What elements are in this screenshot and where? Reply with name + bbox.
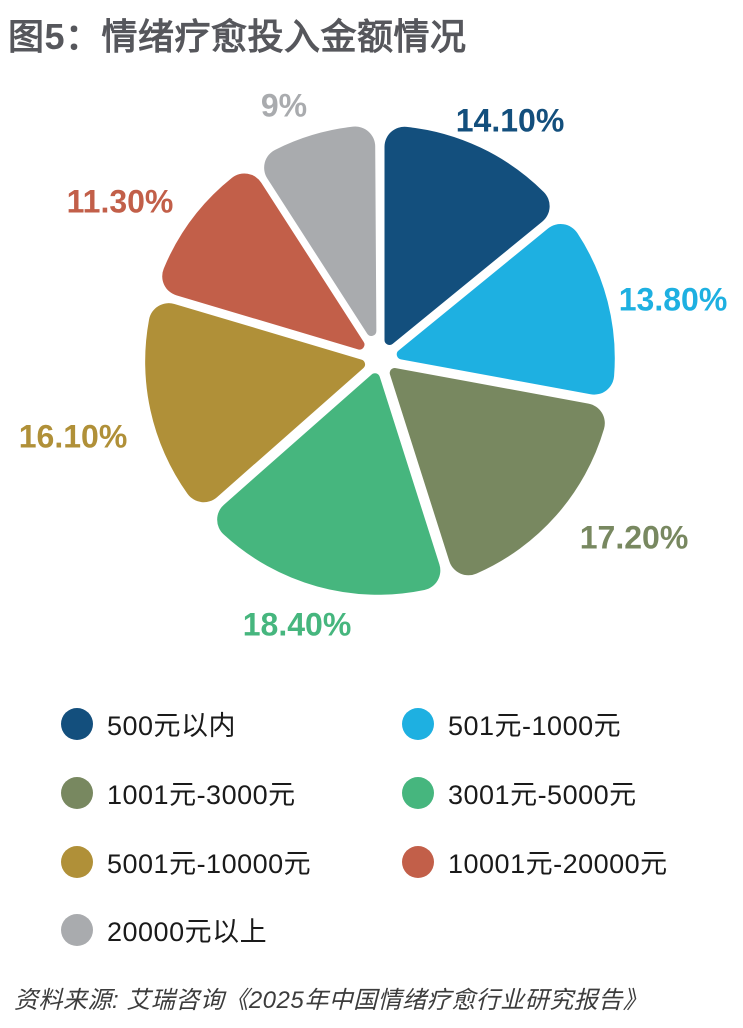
pie-svg	[145, 126, 615, 595]
legend-swatch-icon	[402, 845, 434, 878]
legend-label: 500元以内	[107, 711, 237, 741]
legend-label: 3001元-5000元	[448, 780, 637, 810]
slice-value-label-5: 11.30%	[66, 183, 174, 220]
slice-value-label-3: 18.40%	[242, 606, 352, 643]
legend-swatch-icon	[61, 845, 93, 878]
legend-item-5: 10001元-20000元	[402, 842, 668, 881]
legend-label: 5001元-10000元	[107, 849, 312, 879]
legend-label: 501元-1000元	[448, 711, 622, 741]
legend-item-2: 1001元-3000元	[61, 773, 296, 812]
legend-swatch-icon	[61, 776, 93, 809]
legend-swatch-icon	[61, 707, 93, 740]
pie-slice-3	[217, 373, 441, 595]
pie-slice-6	[264, 126, 377, 336]
legend-item-3: 3001元-5000元	[402, 773, 637, 812]
pie-slice-0	[384, 126, 550, 345]
legend-item-6: 20000元以上	[61, 910, 267, 949]
slice-value-label-0: 14.10%	[455, 102, 565, 139]
pie-slice-2	[389, 367, 605, 576]
legend-swatch-icon	[402, 707, 434, 740]
legend-item-4: 5001元-10000元	[61, 842, 311, 881]
legend-swatch-icon	[402, 776, 434, 809]
source-note: 资料来源: 艾瑞咨询《2025年中国情绪疗愈行业研究报告》	[14, 987, 648, 1014]
legend-label: 10001元-20000元	[448, 849, 668, 879]
slice-value-label-1: 13.80%	[618, 281, 728, 318]
legend-swatch-icon	[61, 913, 93, 946]
slice-value-label-6: 9%	[260, 87, 308, 124]
legend-label: 20000元以上	[107, 917, 268, 947]
legend-item-1: 501元-1000元	[402, 704, 621, 743]
legend-label: 1001元-3000元	[107, 780, 296, 810]
pie-slice-1	[396, 224, 615, 395]
figure-title: 图5：情绪疗愈投入金额情况	[8, 16, 467, 57]
legend-item-0: 500元以内	[61, 704, 236, 743]
slice-value-label-4: 16.10%	[18, 418, 128, 455]
pie-slice-4	[145, 303, 366, 503]
slice-value-label-2: 17.20%	[579, 519, 689, 556]
pie-slice-5	[162, 173, 365, 350]
